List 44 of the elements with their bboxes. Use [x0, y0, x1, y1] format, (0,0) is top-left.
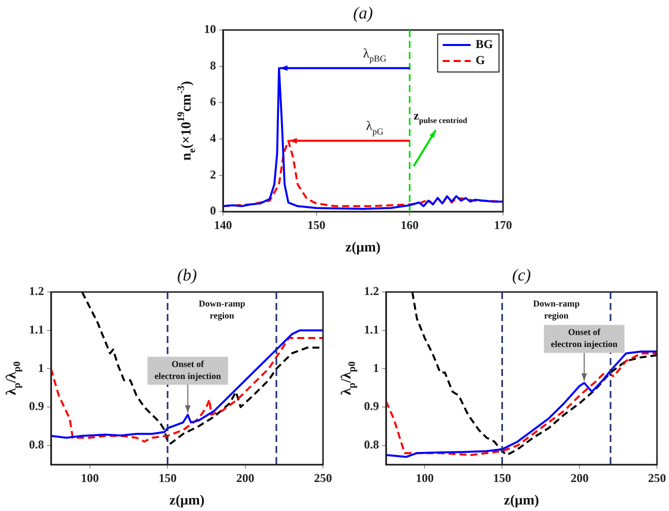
x-axis-title: z(μm)	[345, 240, 381, 256]
x-tick-label: 170	[494, 218, 512, 232]
x-tick-label: 250	[648, 470, 666, 485]
x-tick-label: 150	[158, 470, 177, 485]
y-axis-title: λp/λp0	[4, 361, 24, 396]
y-tick-label: 1.1	[364, 322, 379, 336]
annotation: Down-ramp region	[198, 298, 246, 320]
chart-title: (b)	[177, 265, 198, 284]
legend-label: BG	[476, 37, 494, 52]
y-tick-label: 1.1	[29, 322, 44, 336]
x-tick-label: 160	[400, 218, 419, 232]
y-tick-label: 6	[210, 94, 216, 109]
y-tick-label: 10	[204, 22, 216, 36]
x-tick-label: 100	[416, 470, 434, 485]
chart-title: (a)	[353, 3, 374, 22]
x-tick-label: 100	[80, 470, 99, 485]
y-axis-title: λp/λp0	[340, 361, 358, 396]
y-tick-label: 1.2	[29, 284, 44, 298]
x-tick-label: 150	[493, 470, 512, 485]
y-tick-label: 1.2	[364, 284, 379, 298]
y-tick-label: 0.9	[29, 399, 44, 414]
x-axis-title: z(μm)	[169, 494, 205, 509]
annotation: Onset of electron injection	[154, 359, 222, 382]
y-tick-label: 2	[210, 167, 216, 182]
y-tick-label: 8	[210, 58, 216, 72]
annotation: Onset of electron injection	[550, 327, 618, 350]
y-tick-label: 0.9	[364, 399, 379, 414]
x-axis-title: z(μm)	[504, 494, 540, 509]
y-tick-label: 1	[373, 360, 379, 375]
x-tick-label: 200	[570, 470, 589, 485]
line-series	[411, 292, 657, 456]
y-axis-title: ne(×1019cm-3)	[176, 80, 198, 161]
chart-title: (c)	[512, 265, 532, 284]
y-tick-label: 4	[210, 131, 216, 146]
legend-label: G	[476, 53, 486, 68]
y-tick-label: 1	[38, 360, 44, 375]
y-tick-label: 0.8	[364, 438, 379, 452]
x-tick-label: 140	[214, 218, 232, 232]
x-tick-label: 200	[236, 470, 254, 485]
x-tick-label: 150	[307, 218, 326, 232]
y-tick-label: 0	[210, 204, 216, 218]
x-tick-label: 250	[314, 470, 332, 485]
y-tick-label: 0.8	[29, 438, 44, 452]
annotation: Down-ramp region	[533, 298, 580, 320]
